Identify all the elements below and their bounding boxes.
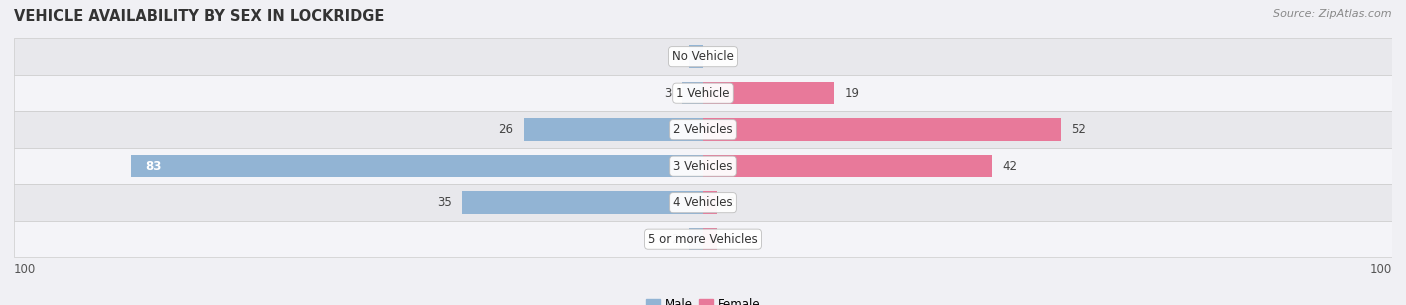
- Text: 3 Vehicles: 3 Vehicles: [673, 160, 733, 173]
- Bar: [703, 118, 1062, 141]
- Text: 2: 2: [727, 233, 734, 246]
- Bar: [14, 75, 1392, 111]
- Bar: [703, 155, 993, 178]
- Bar: [703, 228, 717, 250]
- Text: 52: 52: [1071, 123, 1087, 136]
- Bar: [703, 191, 717, 214]
- Text: Source: ZipAtlas.com: Source: ZipAtlas.com: [1274, 9, 1392, 19]
- Bar: [689, 228, 703, 250]
- Text: 2: 2: [672, 233, 679, 246]
- Bar: [14, 221, 1392, 257]
- Bar: [14, 111, 1392, 148]
- Text: 3: 3: [665, 87, 672, 100]
- Text: 100: 100: [1369, 263, 1392, 276]
- Bar: [703, 82, 834, 105]
- Text: 2 Vehicles: 2 Vehicles: [673, 123, 733, 136]
- Text: 2: 2: [727, 196, 734, 209]
- Bar: [14, 148, 1392, 185]
- Bar: [131, 155, 703, 178]
- Text: 19: 19: [844, 87, 859, 100]
- Bar: [461, 191, 703, 214]
- Text: VEHICLE AVAILABILITY BY SEX IN LOCKRIDGE: VEHICLE AVAILABILITY BY SEX IN LOCKRIDGE: [14, 9, 384, 24]
- Text: 1 Vehicle: 1 Vehicle: [676, 87, 730, 100]
- Text: 26: 26: [499, 123, 513, 136]
- Bar: [524, 118, 703, 141]
- Bar: [689, 45, 703, 68]
- Text: 0: 0: [713, 50, 721, 63]
- Text: No Vehicle: No Vehicle: [672, 50, 734, 63]
- Bar: [14, 38, 1392, 75]
- Text: 5 or more Vehicles: 5 or more Vehicles: [648, 233, 758, 246]
- Text: 100: 100: [14, 263, 37, 276]
- Text: 35: 35: [437, 196, 451, 209]
- Text: 2: 2: [672, 50, 679, 63]
- Legend: Male, Female: Male, Female: [641, 293, 765, 305]
- Bar: [14, 185, 1392, 221]
- Text: 4 Vehicles: 4 Vehicles: [673, 196, 733, 209]
- Bar: [682, 82, 703, 105]
- Text: 83: 83: [145, 160, 162, 173]
- Text: 42: 42: [1002, 160, 1018, 173]
